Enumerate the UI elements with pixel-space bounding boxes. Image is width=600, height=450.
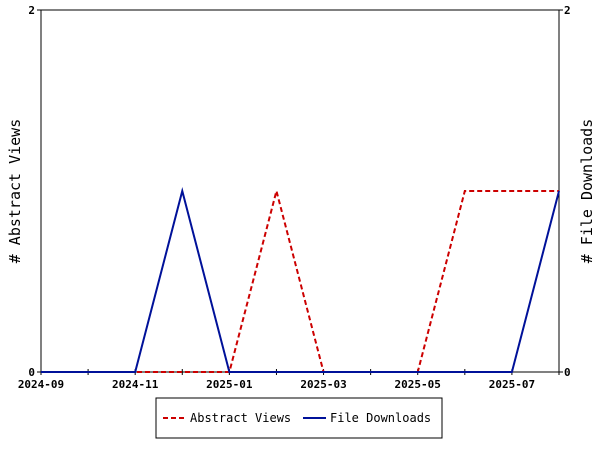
series-lines (41, 187, 560, 373)
series-line-file-downloads (41, 187, 560, 373)
x-axis: 2024-09 2024-11 2025-01 2025-03 2025-05 2025-… (18, 369, 560, 391)
y-left-tick-label: 2 (28, 4, 35, 17)
legend: Abstract Views File Downloads (155, 397, 443, 439)
y-right-tick-label: 2 (564, 4, 571, 17)
x-tick-label: 2024-09 (18, 378, 64, 391)
x-tick-label: 2025-05 (395, 378, 441, 391)
series-line-abstract-views (41, 187, 559, 373)
x-tick-label: 2025-03 (300, 378, 346, 391)
legend-box (155, 397, 443, 439)
y-axes: 0 2 0 2 (28, 4, 570, 379)
x-tick-label: 2025-07 (489, 378, 535, 391)
y-right-tick-label: 0 (564, 366, 571, 379)
x-tick-label: 2024-11 (112, 378, 159, 391)
x-tick-label: 2025-01 (206, 378, 253, 391)
y-axis-left-title: # Abstract Views (6, 119, 24, 264)
y-left-tick-label: 0 (28, 366, 35, 379)
legend-label-file-downloads: File Downloads (330, 411, 431, 425)
y-axis-right-title: # File Downloads (578, 119, 596, 264)
legend-label-abstract-views: Abstract Views (190, 411, 291, 425)
